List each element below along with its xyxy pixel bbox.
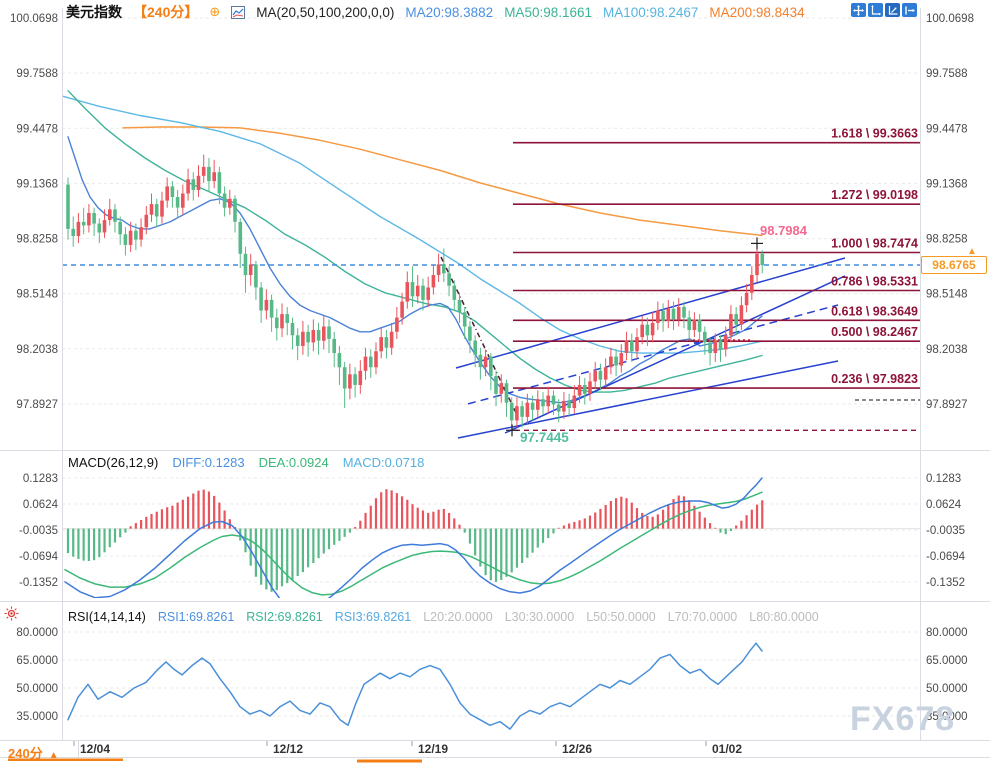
ma50-legend: MA50:98.1661 [504, 4, 593, 20]
ma-settings-label[interactable]: MA(20,50,100,200,0,0) [256, 4, 395, 20]
candlestick-series [66, 154, 765, 431]
main-price-panel[interactable] [62, 17, 920, 439]
rsi-l50-value: L50:50.0000 [586, 610, 656, 624]
axis-label: 65.0000 [16, 655, 58, 667]
axis-label: 98.5148 [926, 289, 968, 301]
trend-line[interactable] [504, 275, 846, 434]
ma100-legend: MA100:98.2467 [603, 4, 699, 20]
axis-label: 97.8927 [16, 399, 58, 411]
date-axis-label: 12/12 [273, 742, 303, 756]
ma20-legend: MA20:98.3882 [405, 4, 494, 20]
rsi-panel[interactable] [62, 631, 920, 730]
axis-label: 98.2038 [926, 344, 968, 356]
axis-label: 0.0624 [926, 499, 962, 511]
scrollbar-thumb[interactable] [357, 759, 422, 763]
chart-toolbar [851, 3, 917, 17]
swing-low-price-label: 97.7445 [520, 430, 569, 445]
axis-label: 98.2038 [16, 344, 58, 356]
current-price-badge: 98.6765 [921, 256, 987, 275]
fib-level-label: 0.618 \ 98.3649 [831, 304, 918, 318]
axis-label: 0.0624 [23, 499, 59, 511]
axis-label: 98.5148 [16, 289, 58, 301]
axis-label: -0.0035 [19, 525, 58, 537]
move-cross-icon[interactable] [851, 3, 866, 17]
date-axis-label: 12/26 [562, 742, 592, 756]
date-axis-label: 12/04 [80, 742, 110, 756]
axis-label: 65.0000 [926, 655, 968, 667]
ma200-legend: MA200:98.8434 [709, 4, 805, 20]
price-up-arrow-icon: ▲ [967, 246, 977, 258]
axis-label: 99.7588 [926, 68, 968, 80]
fib-level-label: 0.236 \ 97.9823 [831, 372, 918, 386]
axis-label: 99.7588 [16, 68, 58, 80]
axis-label: 98.8258 [16, 234, 58, 246]
macd-diff-value: DIFF:0.1283 [172, 455, 245, 470]
axis-label: -0.0694 [19, 551, 59, 563]
axis-label: 50.0000 [16, 683, 58, 695]
fib-level-label: 1.618 \ 99.3663 [831, 127, 918, 141]
axis-range-icon[interactable] [868, 3, 883, 17]
chart-header: 美元指数 【240分】 ⊕ MA(20,50,100,200,0,0) MA20… [66, 2, 805, 22]
timeframe-tab-label: 240分 [8, 746, 43, 761]
rsi-l20-value: L20:20.0000 [423, 610, 493, 624]
rsi-panel-header: RSI(14,14,14) RSI1:69.8261 RSI2:69.8261 … [68, 610, 819, 624]
rsi-title[interactable]: RSI(14,14,14) [68, 610, 146, 624]
axis-label: 0.1283 [23, 473, 58, 485]
trend-line[interactable] [455, 257, 846, 369]
date-axis-label: 01/02 [712, 742, 742, 756]
axis-label: 98.8258 [926, 234, 968, 246]
add-indicator-icon[interactable]: ⊕ [209, 4, 221, 19]
rsi-l70-value: L70:70.0000 [667, 610, 738, 624]
axis-label: 80.0000 [16, 627, 58, 639]
rsi-l80-value: L80:80.0000 [749, 610, 819, 624]
axis-label: 35.0000 [16, 711, 58, 723]
chart-type-icon[interactable] [231, 5, 246, 19]
fib-level-label: 0.786 \ 98.5331 [831, 275, 918, 289]
indicator-settings-icon[interactable] [4, 606, 19, 621]
rsi3-value: RSI3:69.8261 [334, 610, 412, 624]
axis-layer: 100.0698 100.0698 99.7588 99.7588 99.4478 99.… [0, 8, 990, 763]
tab-underline [8, 758, 123, 761]
rsi2-value: RSI2:69.8261 [246, 610, 323, 624]
swing-high-price-label: 98.7984 [760, 223, 807, 238]
macd-title[interactable]: MACD(26,12,9) [68, 455, 159, 470]
rsi-l30-value: L30:30.0000 [504, 610, 575, 624]
axis-label: 0.1283 [926, 473, 961, 485]
macd-panel-header: MACD(26,12,9) DIFF:0.1283 DEA:0.0924 MAC… [68, 455, 424, 470]
axis-label: 80.0000 [926, 627, 968, 639]
trend-line[interactable] [467, 304, 839, 405]
axis-label: 99.4478 [16, 123, 58, 135]
axis-label: 99.1368 [926, 178, 968, 190]
axis-label: 35.0000 [926, 711, 968, 723]
rsi1-value: RSI1:69.8261 [157, 610, 235, 624]
axis-label: 100.0698 [10, 13, 58, 25]
timeframe-dropdown-arrow-icon[interactable]: ▲ [48, 750, 59, 761]
macd-hist-value: MACD:0.0718 [342, 455, 425, 470]
axis-scale-icon[interactable] [885, 3, 900, 17]
exit-arrow-icon[interactable] [902, 3, 917, 17]
fib-level-label: 1.272 \ 99.0198 [831, 188, 918, 202]
fib-level-label: 0.500 \ 98.2467 [831, 325, 918, 339]
axis-label: 50.0000 [926, 683, 968, 695]
timeframe-label: 【240分】 [133, 4, 199, 20]
trend-line[interactable] [457, 360, 839, 439]
macd-dea-value: DEA:0.0924 [258, 455, 329, 470]
timeframe-tab-240min[interactable]: 240分 ▲ [8, 743, 59, 762]
axis-label: -0.1352 [926, 577, 965, 589]
axis-label: 99.1368 [16, 178, 58, 190]
axis-label: 99.4478 [926, 123, 968, 135]
axis-label: 97.8927 [926, 399, 968, 411]
axis-label: -0.0035 [926, 525, 965, 537]
axis-label: -0.0694 [926, 551, 966, 563]
fib-level-label: 1.000 \ 98.7474 [831, 237, 918, 251]
axis-label: 100.0698 [926, 13, 974, 25]
symbol-title: 美元指数 [66, 4, 122, 20]
date-axis-label: 12/19 [418, 742, 448, 756]
fx678-watermark: FX678 [850, 700, 956, 738]
axis-label: -0.1352 [19, 577, 58, 589]
macd-panel[interactable] [62, 477, 920, 612]
